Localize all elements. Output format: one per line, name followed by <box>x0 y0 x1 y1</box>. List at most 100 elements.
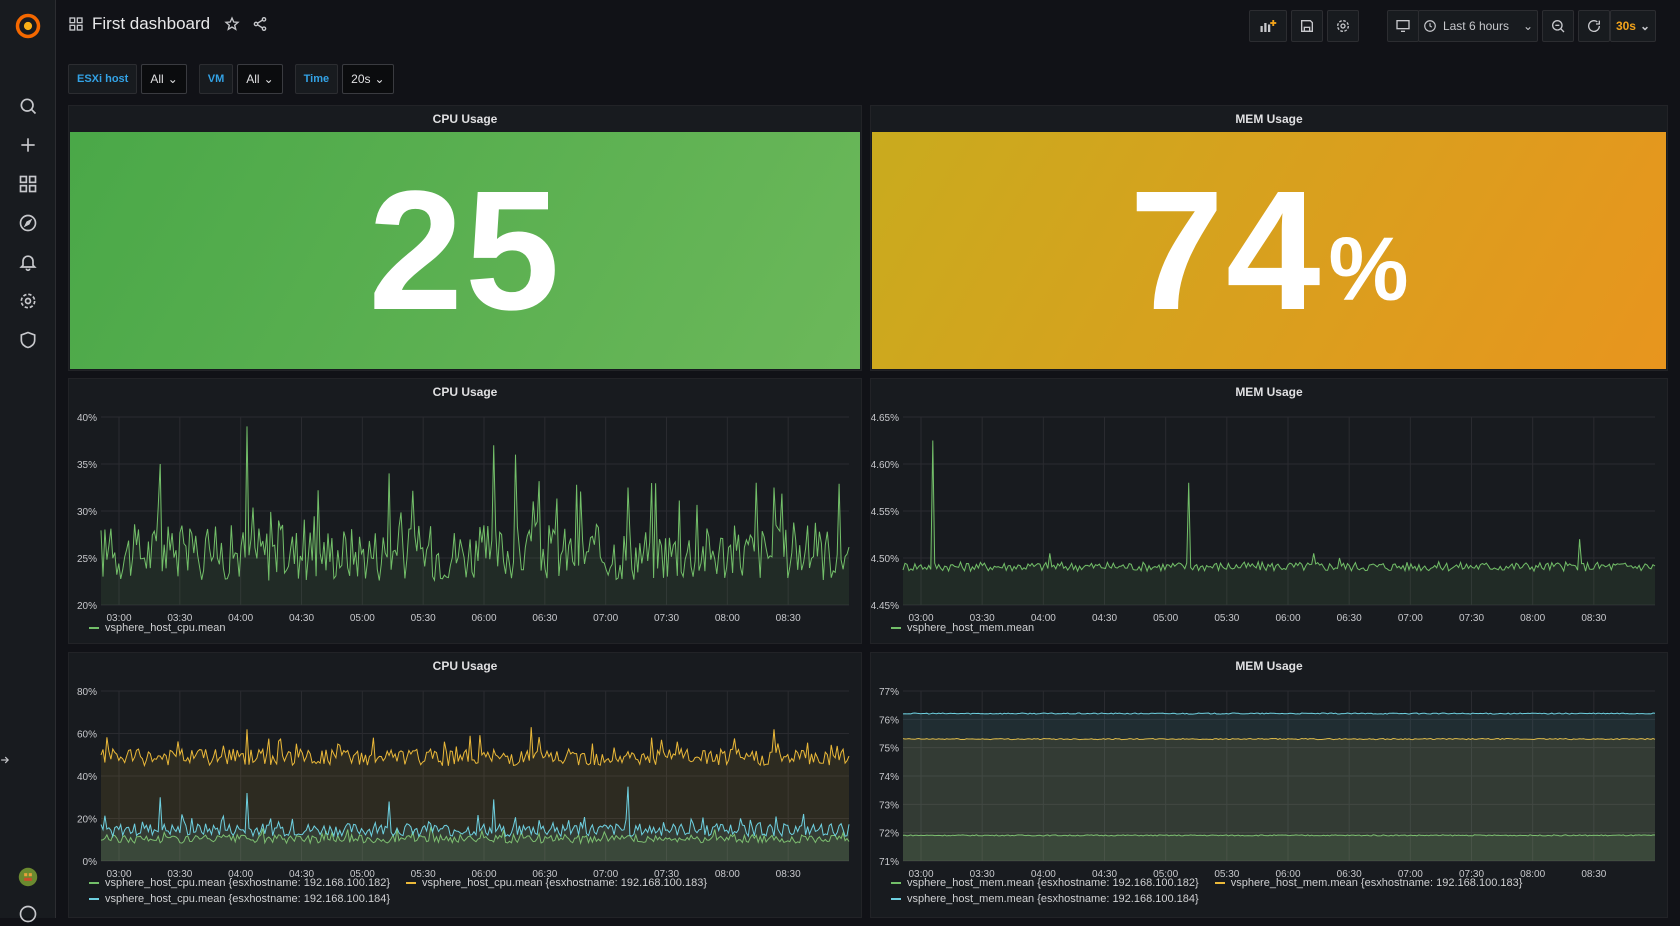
panel-title[interactable]: MEM Usage <box>1235 659 1303 673</box>
x-tick-label: 08:00 <box>1520 869 1545 880</box>
legend-item[interactable]: vsphere_host_mem.mean {esxhostname: 192.… <box>891 877 1199 889</box>
variable-select-esxi-host[interactable]: All ⌄ <box>141 64 187 94</box>
cycle-view-mode-button[interactable] <box>1387 10 1419 42</box>
x-tick-label: 08:00 <box>715 869 740 880</box>
chevron-down-icon: ⌄ <box>374 72 385 86</box>
mem-graph-panel[interactable]: MEM Usage 74.45% 74.50% 74.55% 74.60% 74.65%… <box>870 378 1668 644</box>
x-tick-label: 05:00 <box>1153 869 1178 880</box>
series-area-fill <box>101 828 849 861</box>
cpu-stat-panel[interactable]: CPU Usage 25 <box>68 105 862 371</box>
mem-timeseries-chart[interactable]: 74.45% 74.50% 74.55% 74.60% 74.65% 03:00 03:30… <box>871 405 1667 635</box>
legend-item[interactable]: vsphere_host_cpu.mean {esxhostname: 192.… <box>89 877 390 889</box>
star-icon[interactable] <box>224 16 240 32</box>
legend-item[interactable]: vsphere_host_mem.mean {esxhostname: 192.… <box>1214 877 1523 889</box>
legend-label: vsphere_host_cpu.mean {esxhostname: 192.… <box>105 893 390 905</box>
legend-label: vsphere_host_cpu.mean {esxhostname: 192.… <box>422 877 707 889</box>
y-tick-label: 0% <box>83 857 98 868</box>
x-tick-label: 04:30 <box>289 869 314 880</box>
time-picker-button[interactable]: Last 6 hours ⌄ <box>1418 10 1538 42</box>
share-icon[interactable] <box>252 16 268 32</box>
x-tick-label: 05:00 <box>350 613 375 624</box>
legend-label: vsphere_host_mem.mean {esxhostname: 192.… <box>907 893 1199 905</box>
refresh-interval-label: 30s <box>1615 19 1636 33</box>
chart-legend: vsphere_host_cpu.mean <box>89 622 225 634</box>
y-tick-label: 74.45% <box>871 601 899 612</box>
x-tick-label: 08:30 <box>1581 613 1606 624</box>
x-tick-label: 04:30 <box>1092 613 1117 624</box>
panel-title[interactable]: CPU Usage <box>432 659 498 673</box>
series-line <box>902 440 1656 573</box>
dashboard-grid-icon <box>69 17 83 31</box>
chart-legend: vsphere_host_mem.mean <box>891 622 1034 634</box>
refresh-button[interactable] <box>1578 10 1610 42</box>
x-tick-label: 06:30 <box>1337 869 1362 880</box>
zoom-out-icon <box>1552 20 1565 33</box>
add-panel-button[interactable] <box>1249 10 1287 42</box>
help-icon[interactable] <box>16 902 40 926</box>
mem-hosts-timeseries-chart[interactable]: 71% 72% 73% 74% 75% 76% 77% 03:00 03:30 04:00 04:3… <box>871 679 1667 891</box>
series-line <box>100 727 850 768</box>
y-tick-label: 76% <box>879 715 899 726</box>
legend-item[interactable]: vsphere_host_mem.mean {esxhostname: 192.… <box>891 893 1199 905</box>
panel-title[interactable]: CPU Usage <box>432 385 498 399</box>
gear-icon <box>1337 20 1349 32</box>
cpu-timeseries-chart[interactable]: 20% 25% 30% 35% 40% 03:00 03:30 04:00 04:30 05:00… <box>69 405 861 635</box>
x-tick-label: 05:00 <box>1153 613 1178 624</box>
refresh-interval-picker[interactable]: 30s ⌄ <box>1610 10 1656 42</box>
variable-select-vm[interactable]: All ⌄ <box>237 64 283 94</box>
x-tick-label: 04:00 <box>228 613 253 624</box>
cpu-hosts-graph-panel[interactable]: CPU Usage 0% 20% 40% 60% 80% 03:00 03:30 04:00 0… <box>68 652 862 918</box>
y-tick-label: 77% <box>879 687 899 698</box>
grafana-logo-icon[interactable] <box>14 12 42 40</box>
legend-item[interactable]: vsphere_host_mem.mean <box>891 622 1034 634</box>
legend-item[interactable]: vsphere_host_cpu.mean {esxhostname: 192.… <box>89 893 390 905</box>
template-variables: ESXi host All ⌄ VM All ⌄ Time 20s ⌄ <box>68 64 406 94</box>
mem-hosts-graph-panel[interactable]: MEM Usage 71% 72% 73% 74% 75% 76% 77% 03:00 03:3… <box>870 652 1668 918</box>
panel-title[interactable]: MEM Usage <box>1235 385 1303 399</box>
x-tick-label: 06:00 <box>1275 869 1300 880</box>
stat-value-area: 74 % <box>872 132 1666 369</box>
variable-select-time[interactable]: 20s ⌄ <box>342 64 394 94</box>
stat-value: 74 <box>1129 155 1323 346</box>
mem-stat-panel[interactable]: MEM Usage 74 % <box>870 105 1668 371</box>
x-tick-label: 06:30 <box>1337 613 1362 624</box>
dashboard-main: First dashboard Last 6 hours ⌄ 30s <box>56 0 1680 918</box>
y-tick-label: 20% <box>77 601 97 612</box>
dashboards-grid-icon[interactable] <box>16 172 40 196</box>
x-tick-label: 03:00 <box>106 869 131 880</box>
save-dashboard-button[interactable] <box>1291 10 1323 42</box>
legend-item[interactable]: vsphere_host_cpu.mean {esxhostname: 192.… <box>406 877 707 889</box>
series-line <box>100 426 850 582</box>
x-tick-label: 04:30 <box>1092 869 1117 880</box>
alerting-bell-icon[interactable] <box>16 250 40 274</box>
x-tick-label: 04:00 <box>1031 869 1056 880</box>
explore-compass-icon[interactable] <box>16 211 40 235</box>
panel-title[interactable]: MEM Usage <box>1235 112 1303 126</box>
y-tick-label: 72% <box>879 829 899 840</box>
create-plus-icon[interactable] <box>16 133 40 157</box>
search-icon[interactable] <box>16 94 40 118</box>
legend-item[interactable]: vsphere_host_cpu.mean <box>89 622 225 634</box>
series-area-fill <box>101 426 849 605</box>
server-admin-shield-icon[interactable] <box>16 328 40 352</box>
x-tick-label: 08:30 <box>776 613 801 624</box>
x-tick-label: 05:30 <box>1214 869 1239 880</box>
cpu-hosts-timeseries-chart[interactable]: 0% 20% 40% 60% 80% 03:00 03:30 04:00 04:30 05:00 0… <box>69 679 861 891</box>
x-tick-label: 08:00 <box>715 613 740 624</box>
chart-legend: vsphere_host_mem.mean {esxhostname: 192.… <box>891 877 1651 905</box>
series-area-fill <box>903 713 1655 861</box>
legend-label: vsphere_host_mem.mean {esxhostname: 192.… <box>1230 877 1523 889</box>
panel-title[interactable]: CPU Usage <box>432 112 498 126</box>
chevron-down-icon: ⌄ <box>1639 19 1651 33</box>
y-tick-label: 80% <box>77 687 97 698</box>
x-tick-label: 03:00 <box>908 613 933 624</box>
dock-arrow-icon[interactable] <box>0 748 14 772</box>
zoom-out-button[interactable] <box>1542 10 1574 42</box>
dashboard-title[interactable]: First dashboard <box>92 14 211 33</box>
dashboard-settings-button[interactable] <box>1327 10 1359 42</box>
configuration-gear-icon[interactable] <box>16 289 40 313</box>
series-line <box>100 826 850 845</box>
avatar[interactable] <box>15 864 41 890</box>
cpu-graph-panel[interactable]: CPU Usage 20% 25% 30% 35% 40% 03:00 03:30 04:00… <box>68 378 862 644</box>
y-tick-label: 74% <box>879 772 899 783</box>
